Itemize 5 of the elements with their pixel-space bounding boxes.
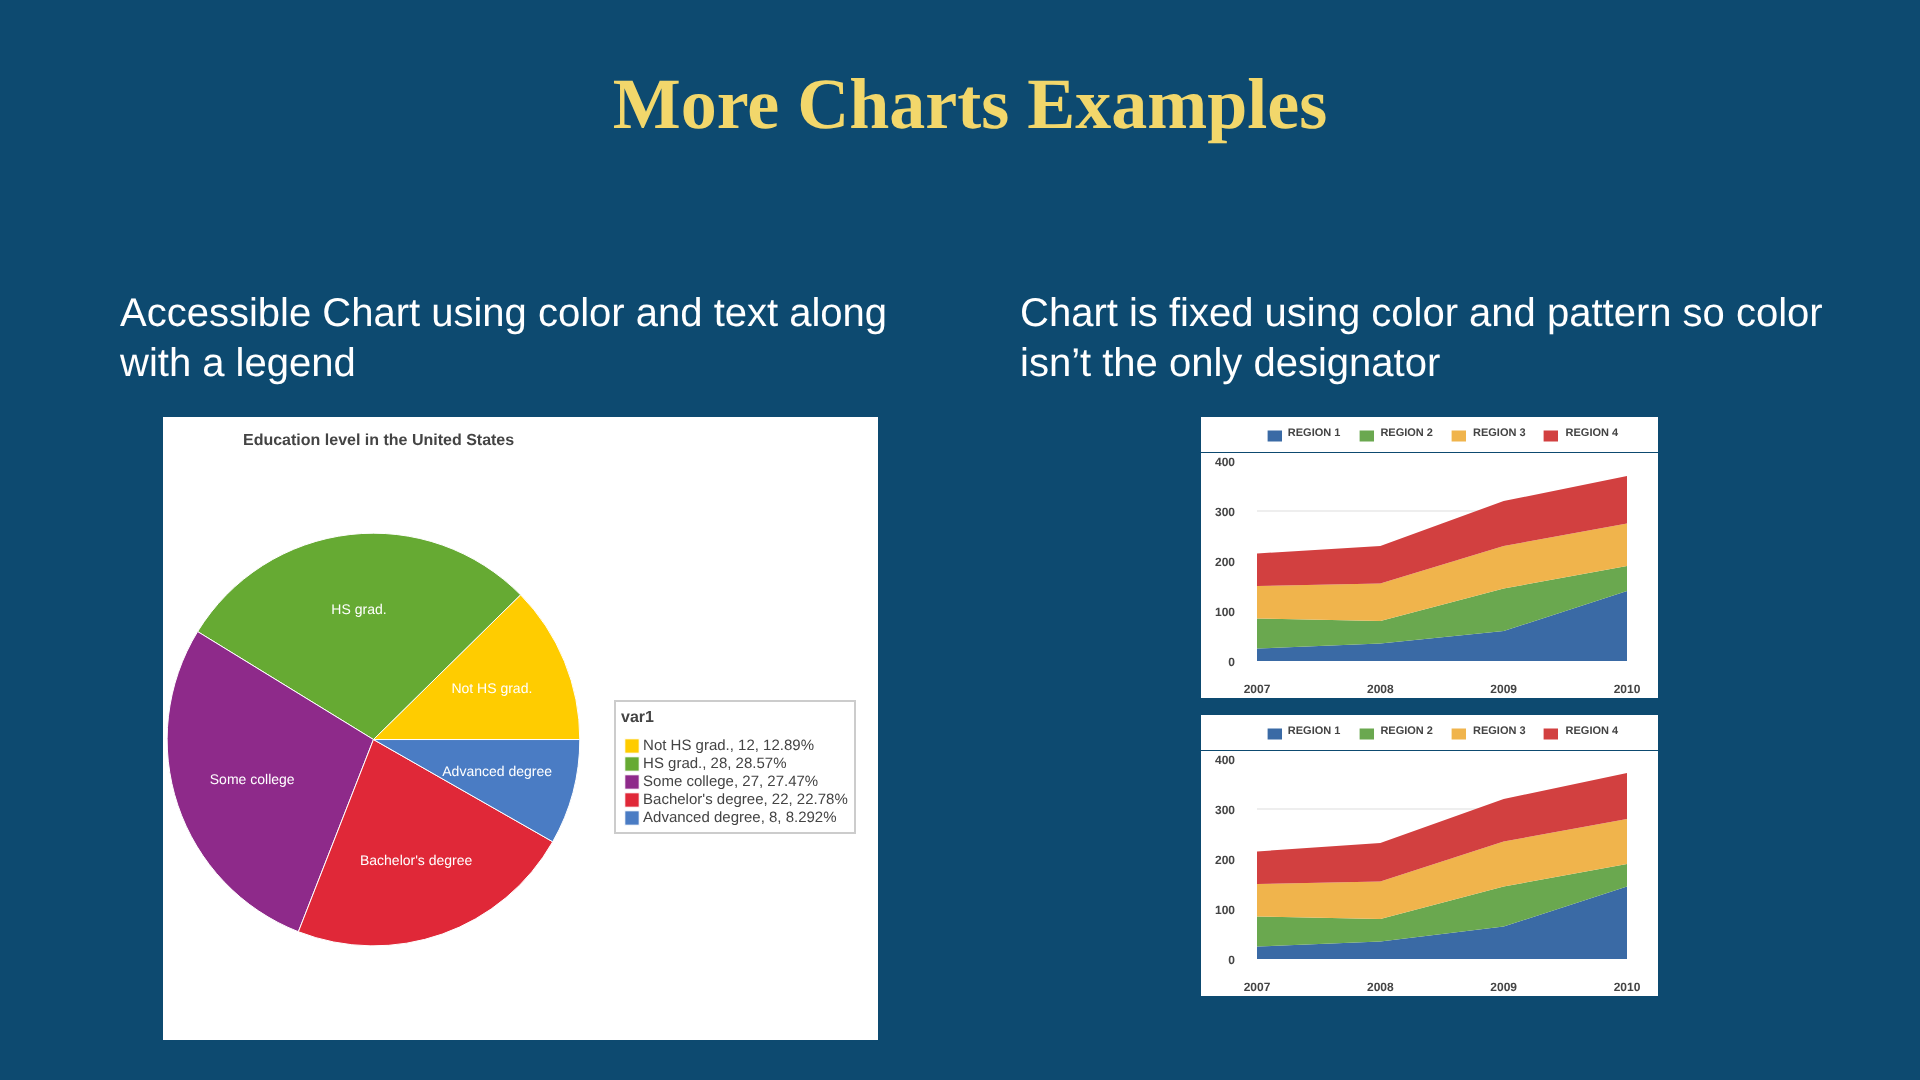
legend-title: var1: [621, 707, 656, 726]
chart-title: Education level in the United States: [243, 431, 516, 449]
text: More Charts Examples: [612, 62, 1328, 148]
text: Accessible Chart using color and text along with a legend: [120, 290, 890, 390]
text: Chart is fixed using color and pattern so color isn’t the only designator: [1020, 290, 1825, 390]
